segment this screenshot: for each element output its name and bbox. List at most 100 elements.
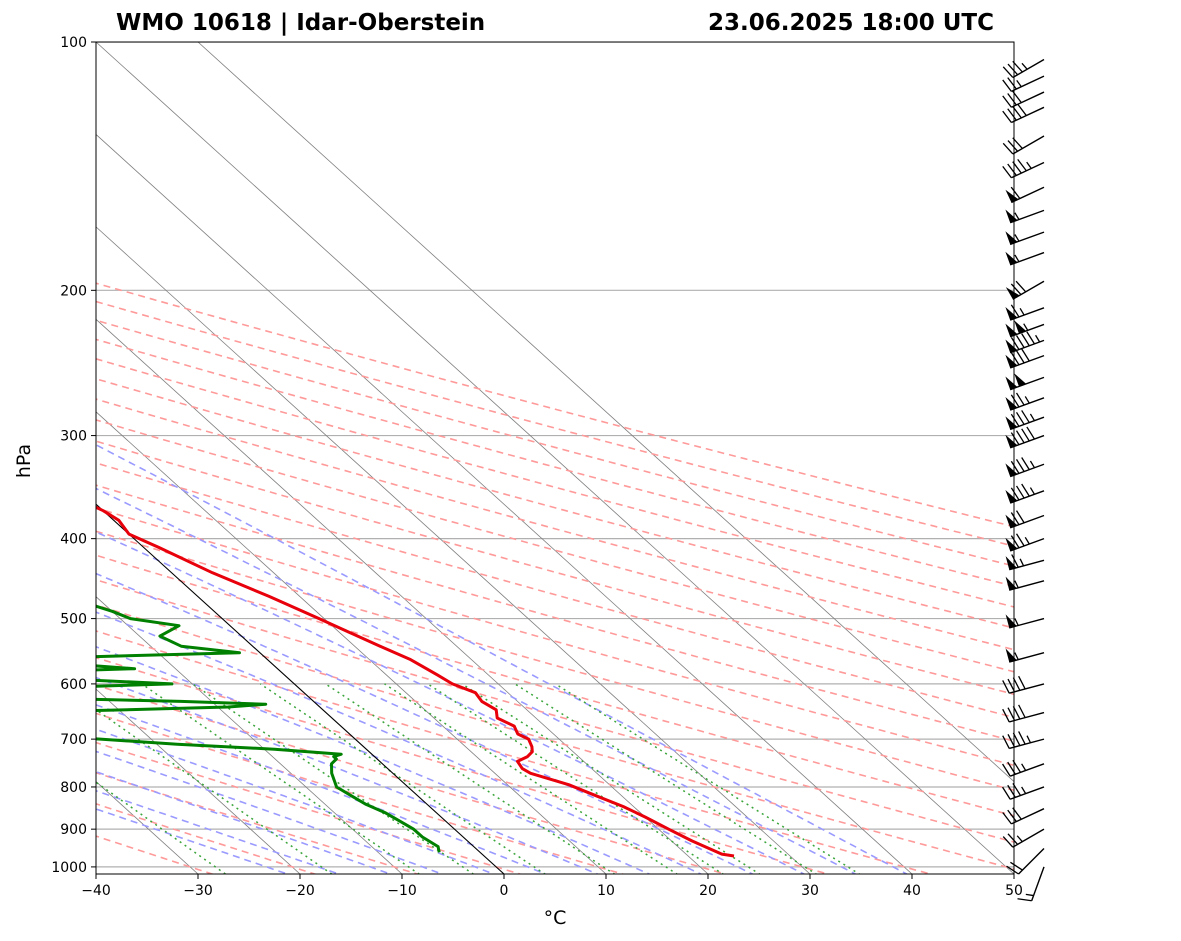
barb-pennant <box>1005 576 1017 591</box>
wind-barb <box>1002 75 1045 92</box>
barb-feather <box>1010 535 1020 549</box>
dry-adiabat <box>96 554 1014 817</box>
barb-feather <box>1002 79 1012 92</box>
moist-adiabat <box>96 750 445 874</box>
barb-feather <box>1015 430 1025 444</box>
barb-feather <box>1011 554 1019 568</box>
wind-barb <box>1005 348 1045 369</box>
barb-half-feather <box>1029 413 1036 422</box>
barb-pennant <box>1005 489 1018 504</box>
moist-adiabat <box>96 611 703 874</box>
barb-feather <box>1026 426 1036 440</box>
dry-adiabat <box>96 462 1014 719</box>
barb-half-feather <box>1029 487 1036 495</box>
profile-lines <box>96 505 735 858</box>
wind-barb <box>1005 510 1045 529</box>
wind-barb <box>1002 704 1045 723</box>
wind-barb <box>1005 576 1045 591</box>
mixing-ratio-line <box>96 781 227 874</box>
barb-feather <box>1012 677 1021 691</box>
barb-shaft <box>1009 786 1045 800</box>
barb-feather <box>1012 783 1022 796</box>
barb-feather <box>1012 807 1022 820</box>
isotherm-10 <box>96 411 607 874</box>
barb-half-feather <box>1021 763 1027 771</box>
barb-feather <box>1007 63 1019 76</box>
barb-shaft <box>1009 711 1045 723</box>
barb-half-feather <box>1014 652 1019 660</box>
barb-shaft <box>1018 848 1045 875</box>
x-tick-label: 10 <box>597 883 615 899</box>
y-tick-label: 500 <box>60 612 87 628</box>
zero-isotherm <box>96 503 505 874</box>
wind-barb <box>1002 783 1045 800</box>
barb-feather <box>1007 761 1016 775</box>
barb-half-feather <box>1016 835 1023 843</box>
barb-feather <box>1007 784 1016 798</box>
y-tick-label: 200 <box>60 283 87 299</box>
dry-adiabat <box>96 771 420 874</box>
dry-adiabat <box>96 684 728 874</box>
wind-barb <box>1005 392 1045 411</box>
barb-pennant <box>1005 434 1018 448</box>
wind-barb <box>1005 554 1045 571</box>
barb-feather <box>1002 836 1014 848</box>
barb-shaft <box>1009 738 1045 750</box>
barb-feather <box>1007 833 1019 845</box>
wind-barb <box>1005 280 1045 300</box>
barb-pennant <box>1005 396 1018 411</box>
barb-shaft <box>1009 376 1045 391</box>
barb-feather <box>1021 333 1030 347</box>
mixing-ratio-line <box>192 683 475 874</box>
wind-barb <box>1002 759 1045 777</box>
barb-half-feather <box>1023 323 1029 331</box>
barb-shaft <box>1011 91 1045 108</box>
barb-shaft <box>1009 652 1045 663</box>
barb-pennant <box>1005 463 1018 477</box>
barb-half-feather <box>1019 558 1025 567</box>
barb-feather <box>1015 510 1025 524</box>
isotherm-30 <box>96 226 811 874</box>
dry-adiabat <box>96 484 1014 742</box>
dry-adiabat <box>96 656 831 874</box>
moist-adiabat <box>96 531 806 874</box>
barb-feather <box>1002 735 1010 749</box>
barb-feather <box>1021 457 1030 470</box>
barb-feather <box>1002 142 1014 155</box>
barb-feather <box>1010 861 1023 871</box>
barb-pennant <box>1005 648 1017 663</box>
dry-adiabat <box>96 835 215 874</box>
barb-pennant <box>1005 189 1019 203</box>
wind-barb <box>1017 866 1045 902</box>
wind-barb <box>1005 426 1045 449</box>
wind-barb <box>1005 533 1045 552</box>
barb-feather <box>1021 428 1030 442</box>
barb-pennant <box>1005 306 1018 321</box>
barb-shaft <box>1011 161 1045 179</box>
x-tick-label: 20 <box>699 883 717 899</box>
barb-shaft <box>1031 866 1045 901</box>
wind-barb <box>1002 731 1045 750</box>
dry-adiabat <box>96 630 934 874</box>
x-tick-label: −40 <box>81 883 111 899</box>
reference-lines <box>96 42 1014 874</box>
barb-shaft <box>1012 58 1045 79</box>
barb-half-feather <box>1014 618 1019 626</box>
datetime-title: 23.06.2025 18:00 UTC <box>708 10 994 36</box>
isotherm--20 <box>96 688 301 874</box>
barb-feather <box>1012 106 1022 119</box>
barb-feather <box>1007 707 1016 721</box>
barb-pennant <box>1005 537 1018 551</box>
barb-feather <box>1012 90 1022 104</box>
dry-adiabat <box>96 300 1014 547</box>
barb-pennant <box>1005 614 1017 628</box>
moist-adiabat <box>96 676 600 874</box>
barb-half-feather <box>1026 161 1032 169</box>
x-tick-label: −10 <box>387 883 417 899</box>
axis-ticks: −40 −30 −20 −10 0 10 20 30 40 50 100 200 300 400 500 60… <box>51 35 1023 899</box>
barb-feather <box>1015 533 1025 547</box>
barb-pennant <box>1005 514 1018 528</box>
barb-feather <box>1010 432 1020 446</box>
wind-barb <box>1005 320 1045 338</box>
barb-half-feather <box>1014 580 1019 589</box>
